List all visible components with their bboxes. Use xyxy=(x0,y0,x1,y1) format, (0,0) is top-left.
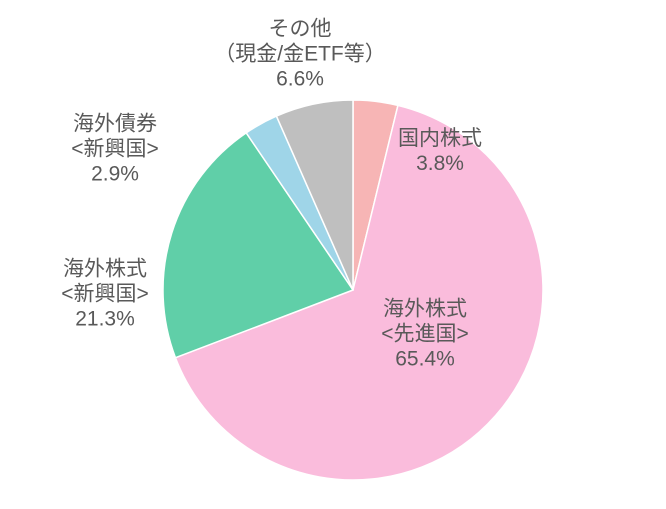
pie-label-line: 国内株式 xyxy=(398,127,482,150)
pie-label-line: その他 xyxy=(269,18,332,41)
pie-label-other_cash: その他（現金/金ETF等）6.6% xyxy=(214,18,386,91)
pie-label-line: <新興国> xyxy=(61,283,149,306)
pie-label-line: 海外株式 xyxy=(383,298,467,321)
pie-label-foreign_bond_em: 海外債券<新興国>2.9% xyxy=(71,113,159,186)
pie-label-line: 海外債券 xyxy=(73,113,157,136)
pie-chart: 国内株式3.8%海外株式<先進国>65.4%海外株式<新興国>21.3%海外債券… xyxy=(0,0,666,509)
pie-label-line: 海外株式 xyxy=(63,258,147,281)
pie-label-line: 3.8% xyxy=(416,152,464,175)
pie-label-line: 2.9% xyxy=(91,163,139,186)
pie-label-line: <新興国> xyxy=(71,138,159,161)
pie-label-line: 6.6% xyxy=(276,68,324,91)
pie-label-line: <先進国> xyxy=(381,323,469,346)
pie-label-line: 65.4% xyxy=(395,348,455,371)
pie-label-line: （現金/金ETF等） xyxy=(214,43,386,66)
pie-label-line: 21.3% xyxy=(75,308,135,331)
pie-label-foreign_equity_em: 海外株式<新興国>21.3% xyxy=(61,258,149,331)
